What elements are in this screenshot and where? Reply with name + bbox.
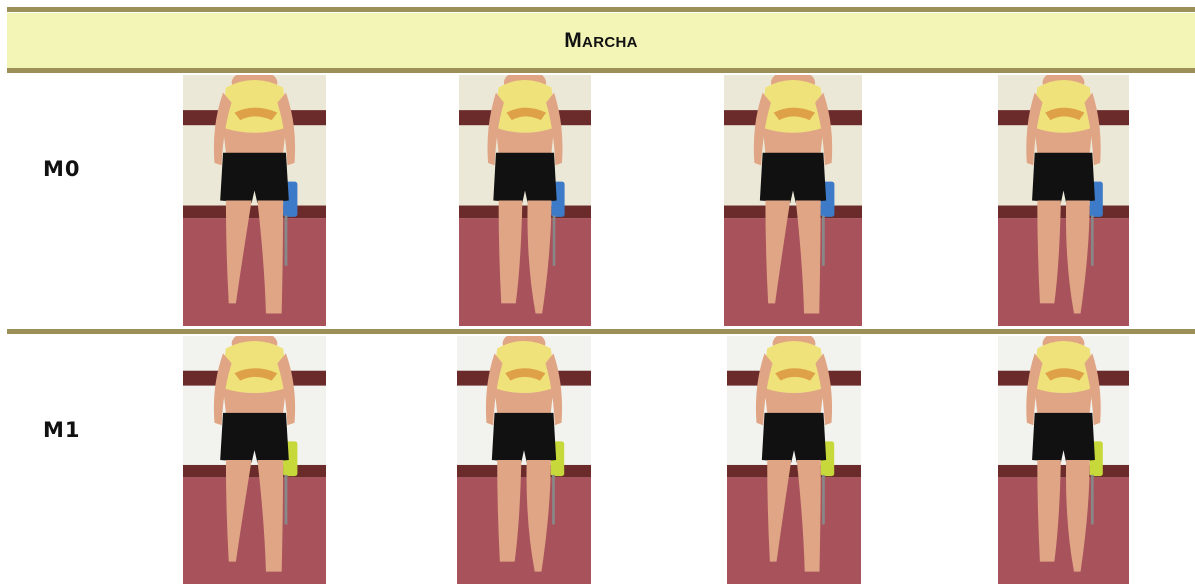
m1-photo-1 xyxy=(183,336,326,584)
left-arm xyxy=(213,92,232,166)
right-arm xyxy=(277,353,296,426)
m0-photo-1 xyxy=(183,75,326,326)
shirt-print xyxy=(506,107,547,121)
shorts xyxy=(761,412,827,463)
right-leg xyxy=(526,460,551,572)
floor xyxy=(183,477,326,584)
m1-photo-4 xyxy=(998,336,1129,584)
top-rule xyxy=(7,7,1195,12)
shorts xyxy=(1032,152,1095,204)
torso xyxy=(495,127,555,156)
chair-leg xyxy=(284,215,288,266)
shorts xyxy=(1032,412,1095,463)
baseboard-stripe xyxy=(459,205,591,219)
left-leg xyxy=(765,200,791,304)
shirt-print xyxy=(775,368,816,381)
right-leg xyxy=(795,200,821,314)
shirt-print xyxy=(1045,107,1085,121)
row-divider-rule xyxy=(7,329,1195,334)
chair-leg xyxy=(552,215,556,266)
table-header: Marcha xyxy=(7,13,1195,68)
baseboard-stripe xyxy=(183,464,326,478)
chair-leg xyxy=(552,474,555,525)
shirt-print xyxy=(234,107,278,121)
torso xyxy=(223,388,286,416)
m0-photo-2 xyxy=(459,75,591,326)
right-leg xyxy=(1065,200,1090,314)
row-label-m1: M1 xyxy=(43,418,81,442)
m0-photo-3 xyxy=(724,75,862,326)
right-arm xyxy=(546,92,563,166)
header-rule xyxy=(7,68,1195,73)
shirt-print xyxy=(773,107,816,121)
right-leg xyxy=(257,460,284,572)
baseboard-stripe xyxy=(727,464,861,478)
left-arm xyxy=(753,92,771,166)
shorts xyxy=(491,412,557,463)
shorts xyxy=(220,412,289,463)
left-arm xyxy=(1026,92,1043,166)
left-leg xyxy=(1037,200,1061,304)
left-leg xyxy=(1037,460,1061,562)
floor xyxy=(998,218,1129,326)
floor xyxy=(459,218,591,326)
torso xyxy=(494,388,554,416)
chair-leg xyxy=(284,474,288,525)
floor xyxy=(998,477,1129,584)
right-leg xyxy=(527,200,552,314)
right-arm xyxy=(277,92,296,166)
right-arm xyxy=(815,92,833,166)
torso xyxy=(762,127,824,156)
left-arm xyxy=(213,353,232,426)
left-arm xyxy=(755,353,773,426)
floor xyxy=(727,477,861,584)
chair-leg xyxy=(1091,474,1094,525)
shirt-print xyxy=(1045,368,1085,381)
m1-photo-3 xyxy=(727,336,861,584)
left-leg xyxy=(498,200,523,304)
left-arm xyxy=(487,92,504,166)
floor xyxy=(724,218,862,326)
right-arm xyxy=(815,353,833,426)
right-leg xyxy=(257,200,284,314)
baseboard-stripe xyxy=(724,205,862,219)
shorts xyxy=(493,152,557,204)
right-arm xyxy=(1084,353,1101,426)
left-leg xyxy=(225,200,252,304)
left-arm xyxy=(485,353,503,426)
left-leg xyxy=(225,460,252,562)
shorts xyxy=(759,152,827,204)
torso xyxy=(223,127,286,156)
chair-leg xyxy=(1091,215,1094,266)
torso xyxy=(1034,388,1093,416)
right-leg xyxy=(796,460,821,572)
m0-photo-4 xyxy=(998,75,1129,326)
baseboard-stripe xyxy=(998,464,1129,478)
torso xyxy=(1034,127,1093,156)
m1-photo-2 xyxy=(457,336,591,584)
left-arm xyxy=(1026,353,1043,426)
shirt-print xyxy=(505,368,546,381)
right-arm xyxy=(1084,92,1101,166)
shirt-print xyxy=(234,368,278,381)
row-label-m0: M0 xyxy=(43,157,81,181)
baseboard-stripe xyxy=(998,205,1129,219)
left-leg xyxy=(497,460,522,562)
left-leg xyxy=(767,460,792,562)
right-leg xyxy=(1065,460,1090,572)
table-title: Marcha xyxy=(564,28,638,52)
baseboard-stripe xyxy=(183,205,326,219)
floor xyxy=(183,218,326,326)
baseboard-stripe xyxy=(457,464,591,478)
chair-leg xyxy=(822,474,825,525)
chair-leg xyxy=(821,215,825,266)
right-arm xyxy=(545,353,563,426)
torso xyxy=(764,388,824,416)
floor xyxy=(457,477,591,584)
shorts xyxy=(220,152,289,204)
